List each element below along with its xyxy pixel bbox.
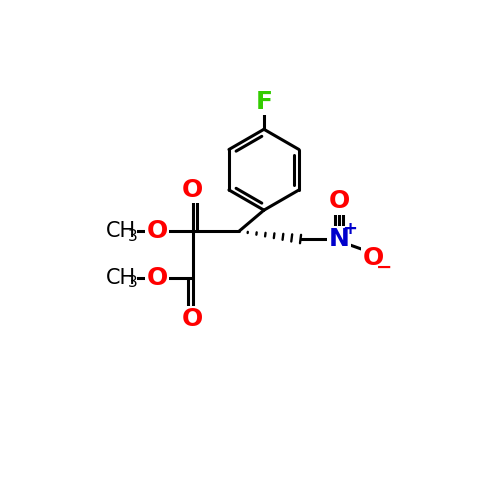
Text: O: O [146,266,168,289]
Text: CH: CH [106,268,136,287]
Text: O: O [362,246,384,270]
Text: O: O [328,190,349,214]
Text: 3: 3 [128,229,137,244]
Text: +: + [342,220,357,238]
Text: 3: 3 [128,275,137,290]
Text: F: F [256,90,272,114]
Text: O: O [182,307,204,331]
Text: CH: CH [106,222,136,242]
Text: N: N [328,227,349,251]
Text: O: O [182,178,204,202]
Text: O: O [146,220,168,244]
Text: −: − [376,258,392,277]
